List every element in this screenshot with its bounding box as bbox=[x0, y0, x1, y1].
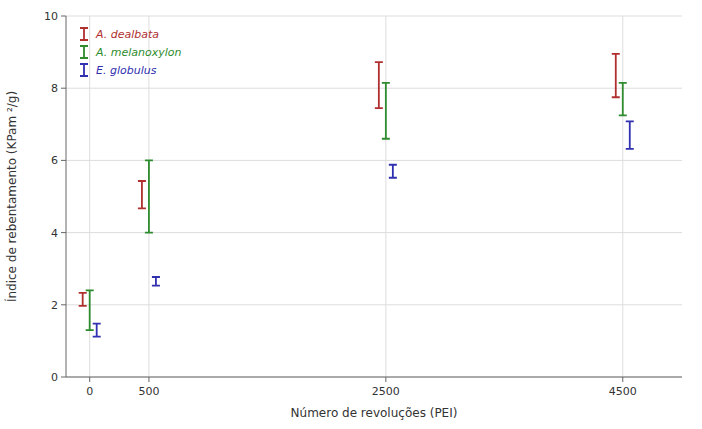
y-tick-label: 8 bbox=[51, 82, 58, 95]
y-axis-line bbox=[66, 16, 67, 377]
y-tick bbox=[61, 160, 66, 161]
error-bar bbox=[382, 83, 390, 139]
y-tick-label: 0 bbox=[51, 371, 58, 384]
y-tick-label: 10 bbox=[44, 10, 58, 23]
grid-line-y bbox=[66, 232, 682, 233]
axes: 0 500 2500 4500 0 2 4 6 8 10 bbox=[44, 10, 682, 398]
grid-line-y bbox=[66, 304, 682, 305]
series bbox=[79, 54, 620, 306]
grid-line-x bbox=[385, 16, 386, 377]
error-bar bbox=[375, 62, 383, 108]
x-tick-label: 0 bbox=[86, 385, 93, 398]
y-tick bbox=[61, 16, 66, 17]
error-bar bbox=[626, 121, 634, 148]
error-bar bbox=[619, 83, 627, 115]
y-tick bbox=[61, 232, 66, 233]
legend-swatch bbox=[80, 28, 88, 40]
y-tick-label: 6 bbox=[51, 154, 58, 167]
legend: A. dealbata A. melanoxylon E. globulus bbox=[80, 28, 182, 77]
legend-label: E. globulus bbox=[96, 64, 157, 77]
error-bar bbox=[79, 293, 87, 306]
grid-line-y bbox=[66, 160, 682, 161]
legend-swatch bbox=[80, 46, 88, 58]
y-axis-label: Índice de rebentamento (KPam ²/g) bbox=[4, 91, 19, 302]
legend-label: A. dealbata bbox=[95, 28, 159, 41]
error-bar bbox=[145, 160, 153, 232]
y-tick bbox=[61, 377, 66, 378]
legend-swatch bbox=[80, 64, 88, 76]
error-bar bbox=[389, 165, 397, 178]
x-tick-label: 2500 bbox=[372, 385, 400, 398]
chart-svg: 0 500 2500 4500 0 2 4 6 8 10 Número de revoluções … bbox=[0, 0, 702, 429]
x-tick bbox=[89, 377, 90, 382]
series bbox=[93, 121, 634, 336]
x-tick bbox=[148, 377, 149, 382]
y-tick-label: 4 bbox=[51, 227, 58, 240]
x-tick bbox=[385, 377, 386, 382]
grid-line-y bbox=[66, 377, 682, 378]
error-bar bbox=[86, 290, 94, 330]
error-bar bbox=[138, 181, 146, 208]
y-tick-label: 2 bbox=[51, 299, 58, 312]
x-tick-label: 500 bbox=[138, 385, 159, 398]
x-tick-label: 4500 bbox=[609, 385, 637, 398]
plot-area bbox=[79, 54, 634, 337]
x-axis-line bbox=[66, 377, 682, 378]
grid-line-y bbox=[66, 88, 682, 89]
error-bar bbox=[612, 54, 620, 97]
grid bbox=[66, 16, 682, 377]
y-tick bbox=[61, 304, 66, 305]
error-bar bbox=[152, 277, 160, 286]
series bbox=[86, 83, 627, 330]
y-tick bbox=[61, 88, 66, 89]
grid-line-x bbox=[622, 16, 623, 377]
grid-line-y bbox=[66, 16, 682, 17]
x-tick bbox=[622, 377, 623, 382]
legend-label: A. melanoxylon bbox=[95, 46, 182, 59]
x-axis-label: Número de revoluções (PEI) bbox=[291, 406, 458, 420]
error-bar bbox=[93, 324, 101, 337]
